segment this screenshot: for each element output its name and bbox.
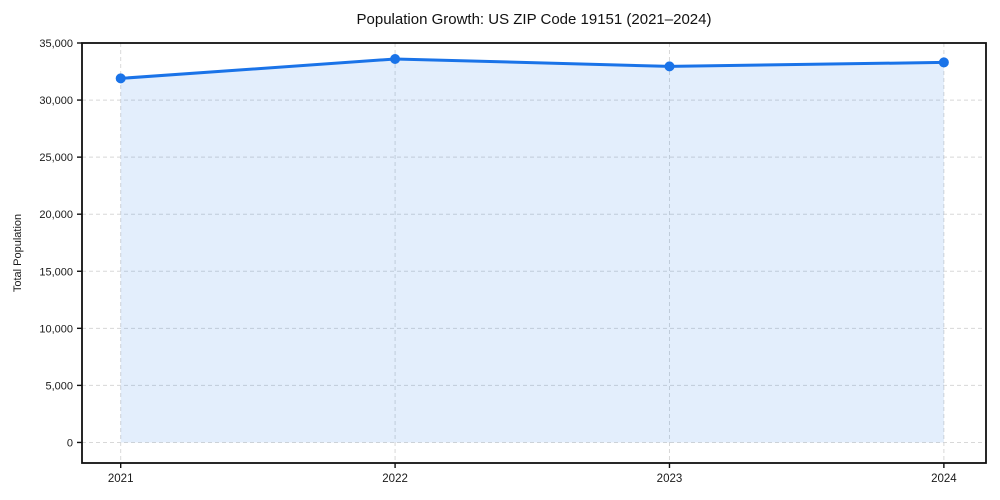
chart-title: Population Growth: US ZIP Code 19151 (20… <box>356 11 712 28</box>
y-tick-label: 15,000 <box>39 266 73 278</box>
x-tick-label: 2023 <box>657 473 683 485</box>
y-tick-label: 25,000 <box>39 152 73 164</box>
y-tick-label: 5,000 <box>45 380 73 392</box>
y-tick-label: 20,000 <box>39 209 73 221</box>
data-point-2021 <box>115 73 126 84</box>
y-tick-label: 30,000 <box>39 95 73 107</box>
y-tick-label: 0 <box>67 437 73 449</box>
trend-line <box>119 57 946 80</box>
plot-border <box>81 42 987 464</box>
data-point-2022 <box>390 53 401 64</box>
x-tick-label: 2021 <box>108 473 134 485</box>
x-tick-label: 2022 <box>382 473 408 485</box>
area-fill <box>120 58 944 443</box>
x-tick-label: 2024 <box>931 473 957 485</box>
y-tick-label: 35,000 <box>39 38 73 50</box>
data-point-2023 <box>664 61 675 72</box>
y-tick-label: 10,000 <box>39 323 73 335</box>
data-point-2024 <box>938 57 949 68</box>
